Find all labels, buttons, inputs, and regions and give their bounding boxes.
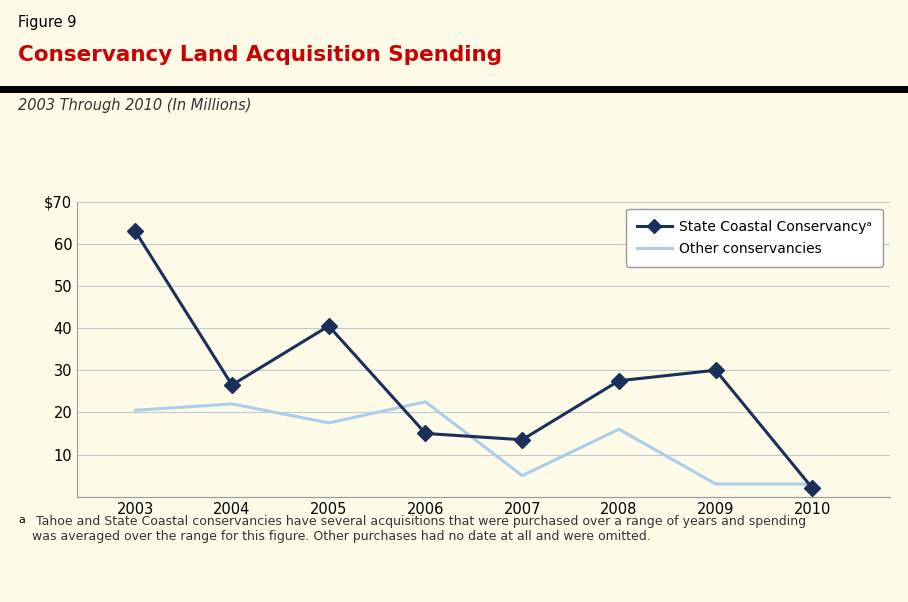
Text: Figure 9: Figure 9 [18, 15, 76, 30]
Text: a: a [18, 515, 25, 525]
Legend: State Coastal Conservancyᵃ, Other conservancies: State Coastal Conservancyᵃ, Other conser… [626, 209, 883, 267]
Text: Tahoe and State Coastal conservancies have several acquisitions that were purcha: Tahoe and State Coastal conservancies ha… [32, 515, 806, 543]
Text: Conservancy Land Acquisition Spending: Conservancy Land Acquisition Spending [18, 45, 502, 65]
Text: 2003 Through 2010 (In Millions): 2003 Through 2010 (In Millions) [18, 98, 252, 113]
